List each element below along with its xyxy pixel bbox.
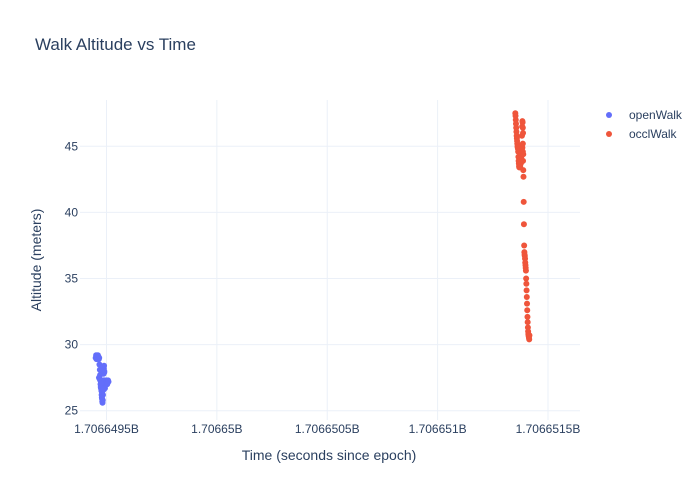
y-tick-label: 40 [65,205,79,219]
data-point[interactable] [523,294,530,301]
x-tick-label: 1.7066515B [516,422,581,436]
legend-marker [606,112,612,118]
data-point[interactable] [520,221,527,228]
data-point[interactable] [100,386,107,393]
legend[interactable]: openWalk occlWalk [606,108,683,141]
data-point[interactable] [96,354,103,361]
data-point[interactable] [526,332,533,339]
data-point[interactable] [519,140,526,147]
y-tick-labels: 25 30 35 40 45 [65,139,79,417]
y-tick-label: 25 [65,404,79,418]
y-tick-label: 45 [65,139,79,153]
data-point[interactable] [101,362,108,369]
x-tick-label: 1.70665B [191,422,242,436]
data-point[interactable] [524,307,531,314]
legend-label: openWalk [629,108,683,122]
x-tick-label: 1.7066505B [295,422,360,436]
legend-marker [606,131,612,137]
data-point[interactable] [523,275,530,282]
data-point[interactable] [99,397,106,404]
data-point[interactable] [524,313,531,320]
y-axis-title: Altitude (meters) [28,209,44,312]
y-tick-label: 35 [65,272,79,286]
data-point[interactable] [523,280,530,287]
y-gridlines [80,145,580,412]
data-point[interactable] [101,368,108,375]
data-point[interactable] [519,119,526,126]
x-tick-labels: 1.7066495B 1.70665B 1.7066505B 1.706651B 1.7… [74,422,580,436]
legend-item-occlWalk[interactable]: occlWalk [606,127,678,141]
data-point[interactable] [519,124,526,131]
data-point[interactable] [523,287,530,294]
data-point[interactable] [520,173,527,180]
data-point[interactable] [520,167,527,174]
data-point[interactable] [522,267,529,274]
series-openWalk [92,352,112,406]
data-point[interactable] [97,379,104,386]
x-tick-label: 1.706651B [409,422,467,436]
data-point[interactable] [524,300,531,307]
legend-label: occlWalk [629,127,678,141]
data-point[interactable] [524,319,531,326]
x-axis-title: Time (seconds since epoch) [242,447,417,463]
y-tick-label: 30 [65,338,79,352]
data-point[interactable] [521,242,528,249]
data-point[interactable] [520,130,527,137]
data-point[interactable] [520,157,527,164]
legend-item-openWalk[interactable]: openWalk [606,108,683,122]
chart-title: Walk Altitude vs Time [35,35,196,54]
x-tick-label: 1.7066495B [74,422,139,436]
data-point[interactable] [520,151,527,158]
data-point[interactable] [520,198,527,205]
data-point[interactable] [96,361,103,368]
data-point[interactable] [105,378,112,385]
data-points [92,110,533,406]
series-occlWalk [512,110,533,343]
